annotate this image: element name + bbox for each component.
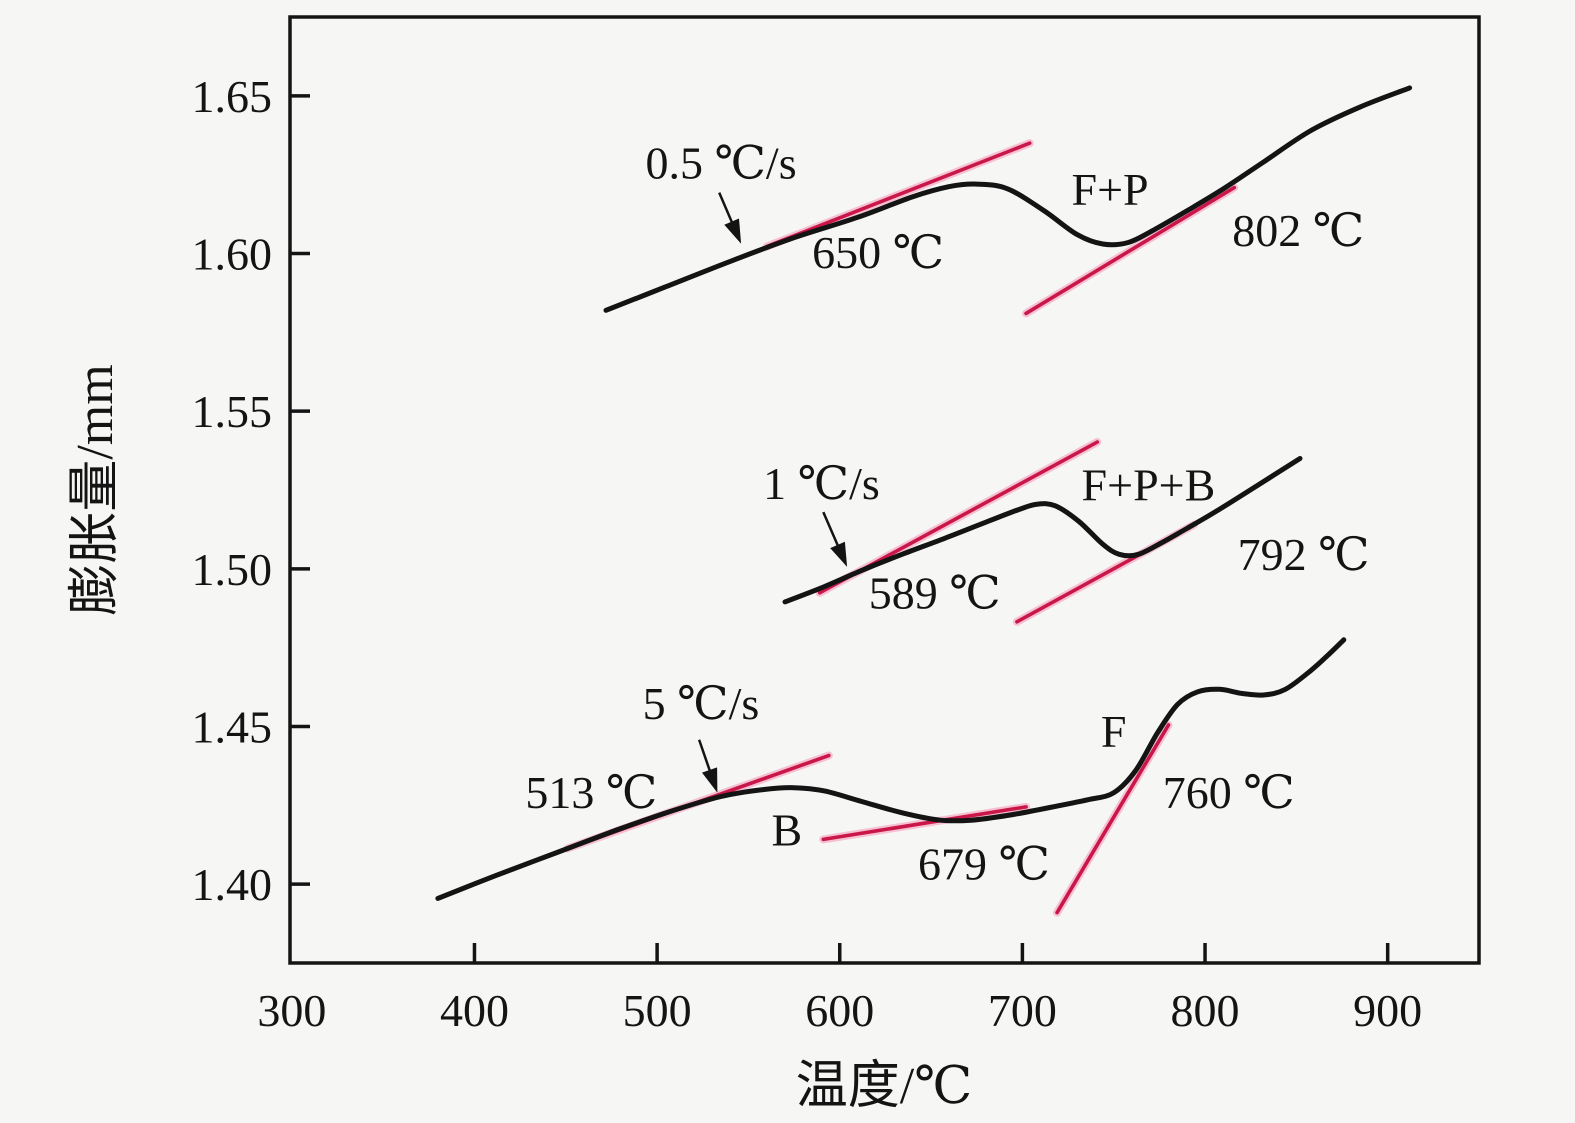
annotation-label-12: F [1101,706,1127,757]
y-tick-label-1.55: 1.55 [192,386,273,437]
x-tick-label-500: 500 [623,985,692,1036]
curve-5C-per-s [435,637,1347,901]
annotation-label-9: 513 ℃ [525,767,657,818]
annotation-label-7: 792 ℃ [1238,529,1370,580]
y-tick-label-1.40: 1.40 [192,859,273,910]
x-tick-label-600: 600 [805,985,874,1036]
x-tick-label-700: 700 [988,985,1057,1036]
annotation-arrowhead [830,541,848,567]
annotation-label-1: 650 ℃ [812,227,944,278]
y-tick-label-1.65: 1.65 [192,71,273,122]
x-axis-title: 温度/℃ [796,1058,973,1115]
annotation-label-4: 1 ℃/s [763,458,880,509]
y-tick-label-1.60: 1.60 [192,229,273,280]
annotation-label-2: F+P [1072,164,1149,215]
plot-frame [288,15,1481,965]
annotation-arrow-line [697,739,713,777]
curve-0.5C-per-s [603,85,1413,313]
tangent-line-802 [1024,185,1237,316]
curve-1C-per-s [782,456,1303,605]
annotation-label-13: 760 ℃ [1163,767,1295,818]
x-tick-label-400: 400 [440,985,509,1036]
tangent-line-650 [764,141,1032,249]
annotation-label-3: 802 ℃ [1232,205,1364,256]
annotation-arrow-line [822,511,842,551]
annotation-label-5: 589 ℃ [869,567,1001,618]
y-axis-title: 膨胀量/mm [67,364,124,615]
x-tick-label-900: 900 [1353,985,1422,1036]
x-tick-label-300: 300 [257,985,326,1036]
annotation-arrowhead [702,767,718,793]
annotation-label-8: 5 ℃/s [643,678,760,729]
annotation-arrow-line [718,192,736,228]
y-tick-label-1.45: 1.45 [192,702,273,753]
annotation-label-11: 679 ℃ [918,839,1050,890]
annotation-label-6: F+P+B [1082,459,1216,510]
x-tick-label-800: 800 [1171,985,1240,1036]
y-tick-label-1.50: 1.50 [192,544,273,595]
tangent-line-679 [821,805,1028,842]
annotation-label-0: 0.5 ℃/s [645,138,796,189]
tangent-line-760 [1055,723,1171,915]
annotation-label-10: B [771,805,802,856]
annotation-arrowhead [724,218,742,244]
